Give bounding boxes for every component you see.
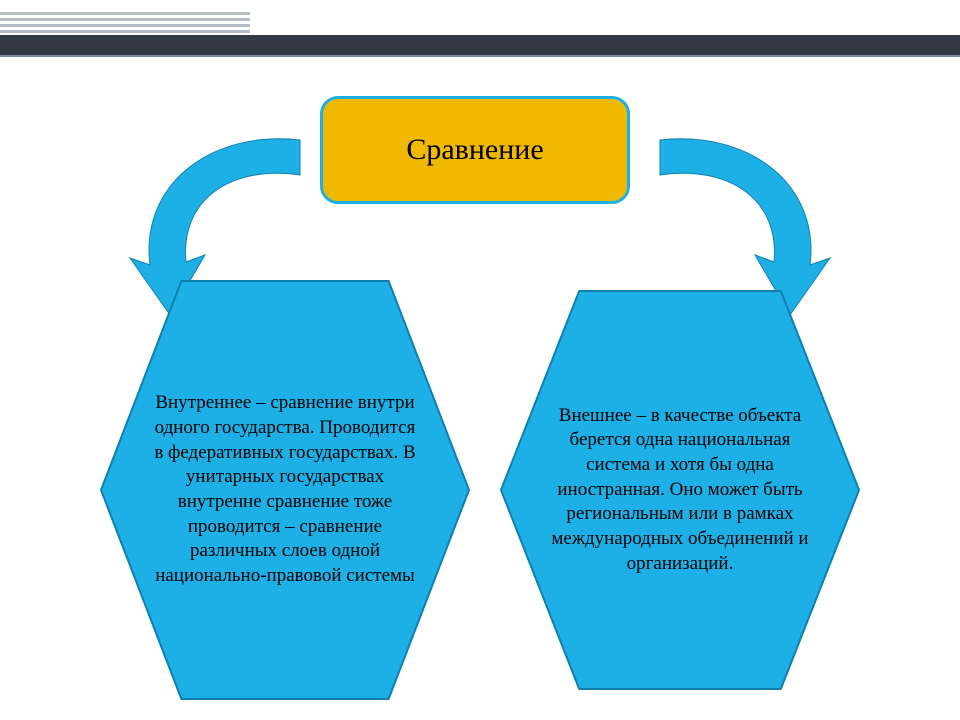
stripe-3 — [0, 24, 250, 27]
header-band — [0, 35, 960, 57]
stripe-4 — [0, 30, 250, 33]
title-text: Сравнение — [406, 133, 543, 167]
stripe-1 — [0, 12, 250, 15]
hexagon-left-text: Внутреннее – сравнение внутри одного гос… — [152, 305, 418, 675]
title-box: Сравнение — [320, 96, 630, 204]
hexagon-right-text: Внешнее – в качестве объекта берется одн… — [550, 314, 809, 666]
header-stripes — [0, 0, 250, 35]
stripe-2 — [0, 18, 250, 21]
hexagon-right: Внешнее – в качестве объекта берется одн… — [500, 290, 860, 690]
hexagon-left: Внутреннее – сравнение внутри одного гос… — [100, 280, 470, 700]
slide: Сравнение Внутреннее – сравнение внутри … — [0, 0, 960, 720]
